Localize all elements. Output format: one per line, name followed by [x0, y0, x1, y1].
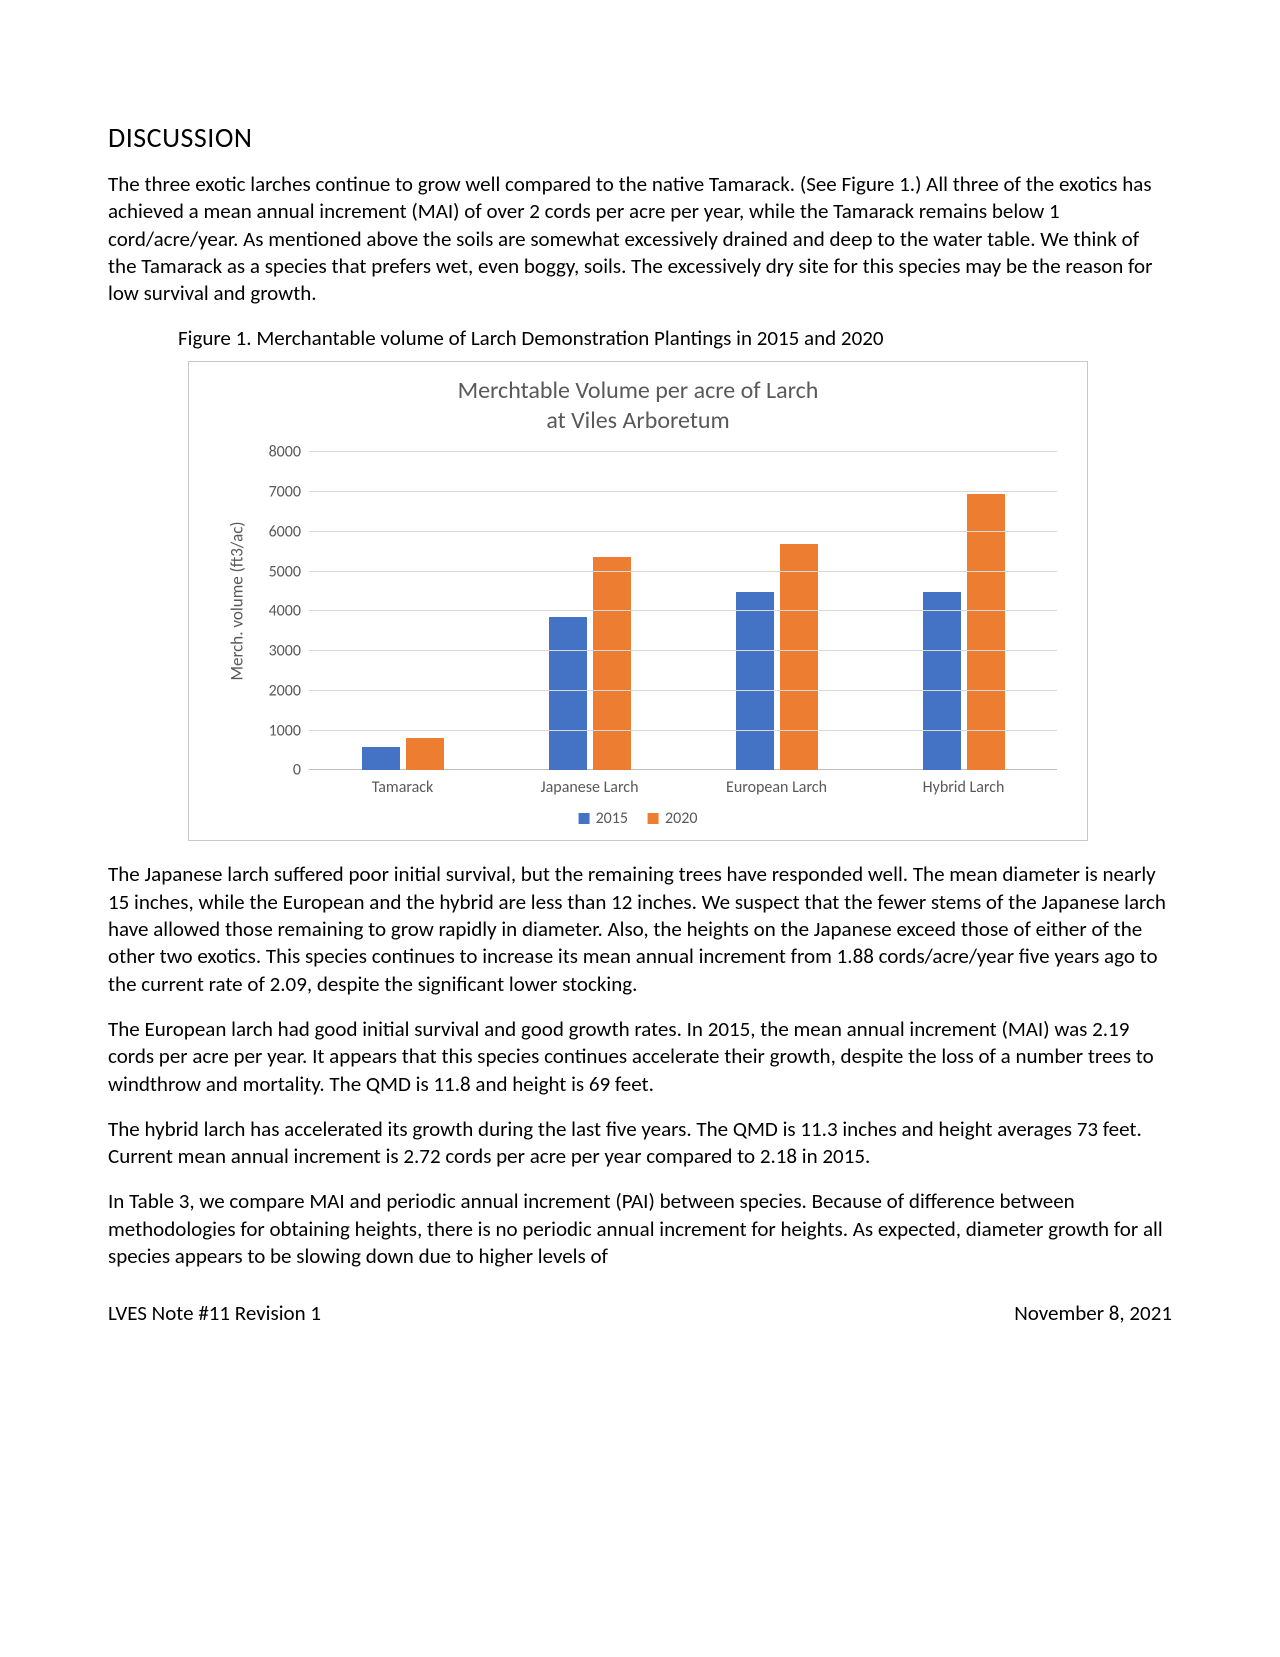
- paragraph-4: The hybrid larch has accelerated its gro…: [108, 1116, 1172, 1171]
- bar: [593, 557, 631, 771]
- y-axis-title: Merch. volume (ft3/ac): [227, 522, 248, 681]
- y-tick-label: 3000: [269, 642, 301, 661]
- chart-title-line2: at Viles Arboretum: [546, 406, 729, 435]
- chart-bars: TamarackJapanese LarchEuropean LarchHybr…: [309, 452, 1057, 770]
- grid-line: [309, 571, 1057, 572]
- grid-line: [309, 610, 1057, 611]
- bar: [923, 592, 961, 770]
- bar-group: Hybrid Larch: [870, 452, 1057, 770]
- y-tick-label: 0: [293, 761, 301, 780]
- y-tick-label: 1000: [269, 721, 301, 740]
- paragraph-2: The Japanese larch suffered poor initial…: [108, 861, 1172, 997]
- chart-container: Merchtable Volume per acre of Larch at V…: [188, 361, 1172, 841]
- bar: [549, 617, 587, 770]
- chart-box: Merchtable Volume per acre of Larch at V…: [188, 361, 1088, 841]
- x-tick-label: Tamarack: [372, 778, 434, 797]
- y-tick-label: 7000: [269, 483, 301, 502]
- paragraph-3: The European larch had good initial surv…: [108, 1016, 1172, 1098]
- footer-right: November 8, 2021: [1014, 1300, 1172, 1326]
- chart-plot-area: TamarackJapanese LarchEuropean LarchHybr…: [309, 452, 1057, 770]
- bar: [362, 747, 400, 771]
- legend-swatch: [579, 813, 590, 824]
- legend-label: 2020: [665, 809, 697, 828]
- legend-label: 2015: [596, 809, 628, 828]
- grid-line: [309, 730, 1057, 731]
- page-footer: LVES Note #11 Revision 1 November 8, 202…: [108, 1300, 1172, 1326]
- y-tick-label: 2000: [269, 681, 301, 700]
- bar-group: European Larch: [683, 452, 870, 770]
- paragraph-1: The three exotic larches continue to gro…: [108, 171, 1172, 307]
- chart-legend: 2015 2020: [579, 809, 698, 828]
- legend-swatch: [648, 813, 659, 824]
- legend-item: 2015: [579, 809, 628, 828]
- chart-title: Merchtable Volume per acre of Larch at V…: [209, 376, 1067, 436]
- figure-caption: Figure 1. Merchantable volume of Larch D…: [178, 325, 1172, 351]
- grid-line: [309, 491, 1057, 492]
- grid-line: [309, 690, 1057, 691]
- section-heading: DISCUSSION: [108, 120, 1172, 155]
- chart-title-line1: Merchtable Volume per acre of Larch: [458, 376, 819, 405]
- footer-left: LVES Note #11 Revision 1: [108, 1300, 321, 1326]
- bar: [780, 544, 818, 771]
- x-tick-label: Hybrid Larch: [923, 778, 1005, 797]
- y-tick-label: 4000: [269, 602, 301, 621]
- bar-group: Japanese Larch: [496, 452, 683, 770]
- grid-line: [309, 531, 1057, 532]
- y-tick-label: 8000: [269, 443, 301, 462]
- grid-line: [309, 451, 1057, 452]
- y-tick-label: 5000: [269, 562, 301, 581]
- grid-line: [309, 650, 1057, 651]
- bar: [406, 738, 444, 771]
- legend-item: 2020: [648, 809, 697, 828]
- paragraph-5: In Table 3, we compare MAI and periodic …: [108, 1188, 1172, 1270]
- y-tick-label: 6000: [269, 522, 301, 541]
- x-tick-label: Japanese Larch: [541, 778, 639, 797]
- document-page: DISCUSSION The three exotic larches cont…: [0, 0, 1280, 1386]
- bar: [736, 592, 774, 771]
- x-tick-label: European Larch: [726, 778, 827, 797]
- bar-group: Tamarack: [309, 452, 496, 770]
